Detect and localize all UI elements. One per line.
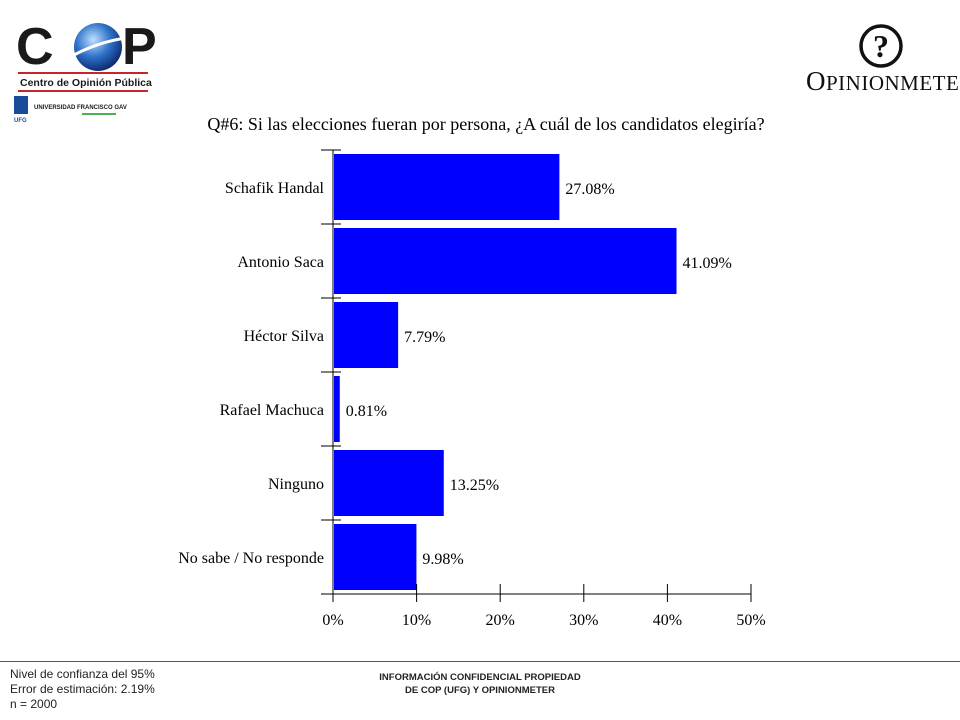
value-label: 13.25% <box>450 477 499 494</box>
value-label: 0.81% <box>346 403 387 420</box>
value-label: 41.09% <box>683 255 732 272</box>
svg-text:?: ? <box>873 28 889 64</box>
value-label: 9.98% <box>422 551 463 568</box>
cop-subtitle: Centro de Opinión Pública <box>20 77 152 89</box>
value-label: 27.08% <box>565 181 614 198</box>
category-label: Ninguno <box>268 476 324 493</box>
category-label: Rafael Machuca <box>220 402 324 419</box>
svg-text:C: C <box>16 18 54 76</box>
chart-title: Q#6: Si las elecciones fueran por person… <box>207 114 765 134</box>
bar <box>334 524 417 590</box>
question-icon: ? <box>859 24 903 68</box>
x-tick-label: 10% <box>402 612 431 629</box>
category-label: No sabe / No responde <box>178 550 324 567</box>
x-tick-label: 0% <box>322 612 343 629</box>
bar <box>334 228 677 294</box>
category-label: Héctor Silva <box>244 328 324 345</box>
bar <box>334 376 340 442</box>
value-label: 7.79% <box>404 329 445 346</box>
svg-text:UFG: UFG <box>14 118 27 124</box>
x-tick-label: 50% <box>736 612 765 629</box>
svg-text:P: P <box>122 18 157 76</box>
category-label: Antonio Saca <box>237 254 324 271</box>
globe-icon <box>74 23 122 71</box>
bar <box>334 302 399 368</box>
x-tick-label: 30% <box>569 612 598 629</box>
x-tick-label: 20% <box>486 612 515 629</box>
sample-size: n = 2000 <box>10 697 58 711</box>
bar <box>334 154 560 220</box>
footer-divider <box>0 661 960 662</box>
x-tick-label: 40% <box>653 612 682 629</box>
ufg-shield-icon <box>14 96 28 114</box>
confidential-notice: INFORMACIÓN CONFIDENCIAL PROPIEDAD DE CO… <box>379 672 581 696</box>
category-label: Schafik Handal <box>225 180 325 197</box>
bar-chart: Schafik Handal 27.08% Antonio Saca 41.09% Hé… <box>178 149 766 629</box>
svg-text:UNIVERSIDAD FRANCISCO GAV: UNIVERSIDAD FRANCISCO GAV <box>34 105 127 111</box>
confidence-level: Nivel de confianza del 95% <box>10 667 155 681</box>
bar <box>334 450 444 516</box>
footer-stats: Nivel de confianza del 95% Error de esti… <box>10 667 155 712</box>
estimation-error: Error de estimación: 2.19% <box>10 682 155 696</box>
cop-logo: C P Centro de Opinión Pública UFG UNIVER… <box>14 14 164 124</box>
